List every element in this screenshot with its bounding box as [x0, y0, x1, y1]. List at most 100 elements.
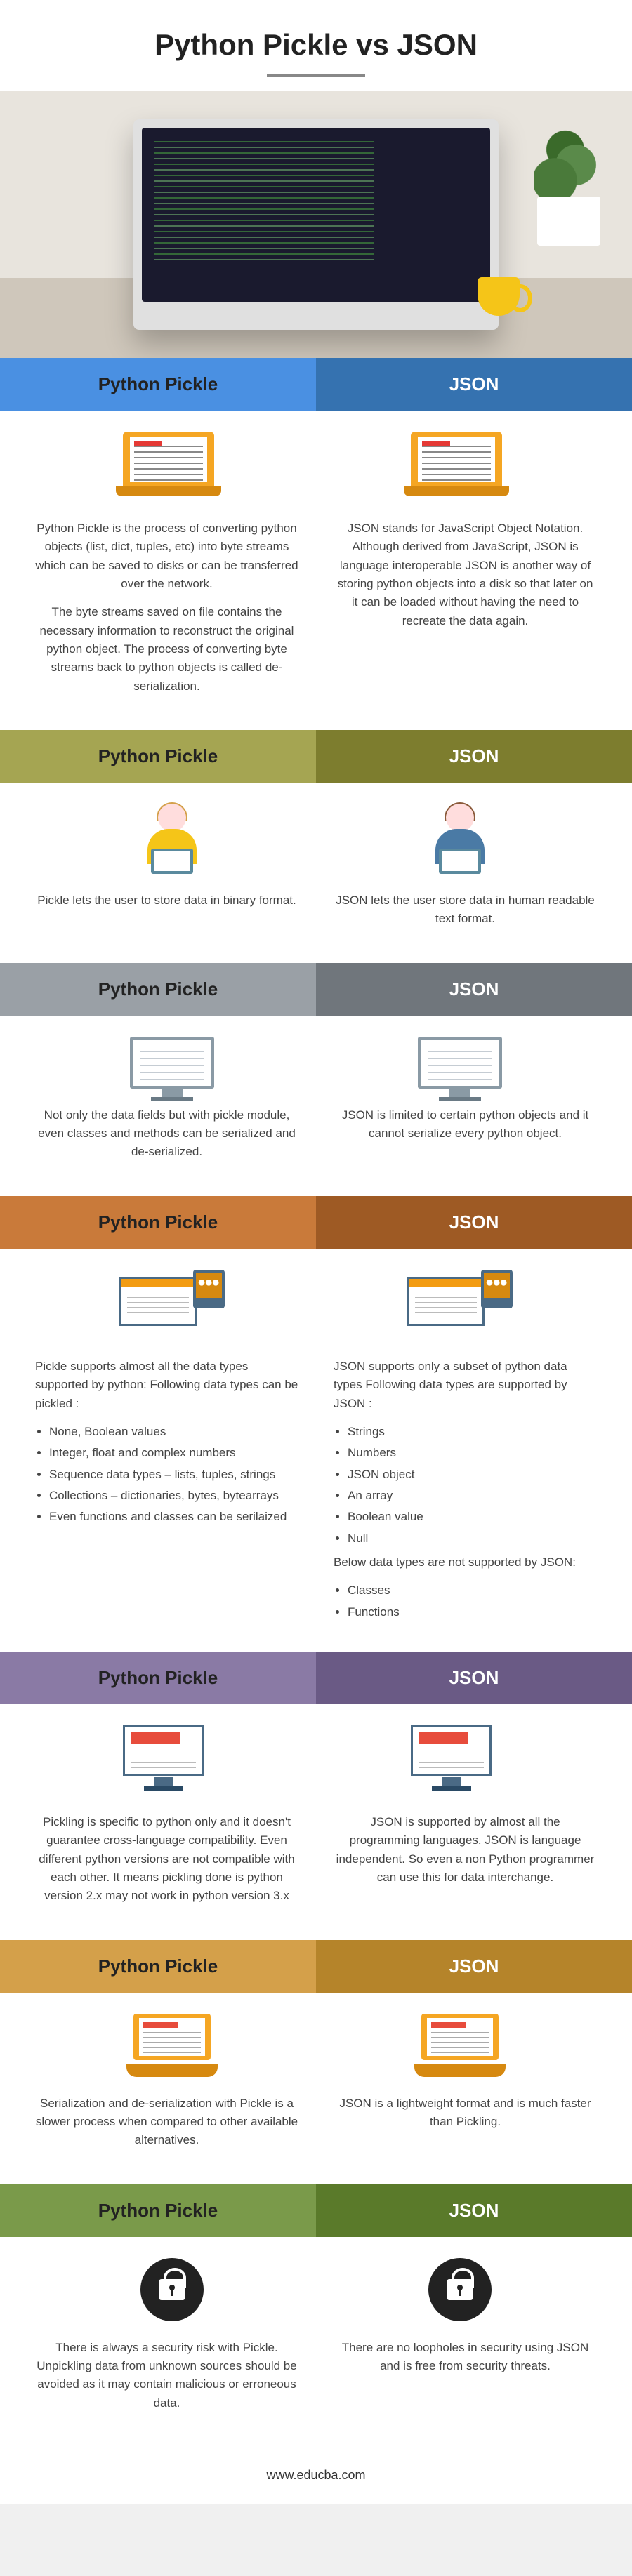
header-left: Python Pickle: [0, 963, 316, 1016]
para: JSON lets the user store data in human r…: [334, 891, 597, 929]
devices-icon: [407, 1270, 513, 1340]
lock-icon: [428, 2258, 492, 2321]
header-left: Python Pickle: [0, 730, 316, 783]
para: Python Pickle is the process of converti…: [35, 519, 298, 593]
list-item: Integer, float and complex numbers: [49, 1444, 298, 1462]
header-left: Python Pickle: [0, 358, 316, 411]
text-row-3: Not only the data fields but with pickle…: [0, 1099, 632, 1196]
monitor-icon: [123, 1725, 221, 1795]
text-right: JSON is supported by almost all the prog…: [334, 1813, 597, 1916]
infographic-container: Python Pickle vs JSON Python Pickle JSON…: [0, 0, 632, 2504]
para: There is always a security risk with Pic…: [35, 2339, 298, 2412]
monitor-icon: [130, 1037, 214, 1089]
list-item: An array: [348, 1487, 597, 1505]
section-header-7: Python Pickle JSON: [0, 2184, 632, 2237]
list-item: Collections – dictionaries, bytes, bytea…: [49, 1487, 298, 1505]
title-block: Python Pickle vs JSON: [0, 0, 632, 91]
header-right: JSON: [316, 2184, 632, 2237]
para: There are no loopholes in security using…: [334, 2339, 597, 2376]
icon-row-2: [0, 783, 632, 884]
person-icon: [140, 804, 204, 874]
header-right: JSON: [316, 730, 632, 783]
text-row-1: Python Pickle is the process of converti…: [0, 512, 632, 730]
header-right: JSON: [316, 963, 632, 1016]
plant-illustration: [534, 133, 604, 246]
laptop-icon: [126, 2014, 218, 2077]
list-item: Strings: [348, 1423, 597, 1441]
header-right: JSON: [316, 1652, 632, 1704]
text-row-4: Pickle supports almost all the data type…: [0, 1350, 632, 1652]
text-right: There are no loopholes in security using…: [334, 2339, 597, 2422]
header-left: Python Pickle: [0, 2184, 316, 2237]
list-item: None, Boolean values: [49, 1423, 298, 1441]
laptop-icon: [123, 432, 221, 502]
header-right: JSON: [316, 358, 632, 411]
section-header-3: Python Pickle JSON: [0, 963, 632, 1016]
monitor-icon: [418, 1037, 502, 1089]
cup-illustration: [478, 277, 520, 316]
list: Strings Numbers JSON object An array Boo…: [334, 1423, 597, 1548]
list-item: Boolean value: [348, 1508, 597, 1526]
list-item: Sequence data types – lists, tuples, str…: [49, 1466, 298, 1484]
list-item: Classes: [348, 1581, 597, 1600]
list-item: Even functions and classes can be serila…: [49, 1508, 298, 1526]
list-item: Numbers: [348, 1444, 597, 1462]
icon-row-4: [0, 1249, 632, 1350]
section-header-6: Python Pickle JSON: [0, 1940, 632, 1993]
devices-icon: [119, 1270, 225, 1340]
para: Pickle lets the user to store data in bi…: [35, 891, 298, 910]
para: JSON is supported by almost all the prog…: [334, 1813, 597, 1887]
icon-row-6: [0, 1993, 632, 2087]
text-row-7: There is always a security risk with Pic…: [0, 2332, 632, 2447]
para: Below data types are not supported by JS…: [334, 1553, 597, 1572]
text-row-6: Serialization and de-serialization with …: [0, 2087, 632, 2184]
para: JSON supports only a subset of python da…: [334, 1357, 597, 1413]
icon-row-3: [0, 1016, 632, 1099]
text-left: Python Pickle is the process of converti…: [35, 519, 298, 705]
para: JSON is limited to certain python object…: [334, 1106, 597, 1143]
monitor-icon: [411, 1725, 509, 1795]
text-left: Pickle lets the user to store data in bi…: [35, 891, 298, 938]
para: The byte streams saved on file contains …: [35, 603, 298, 696]
header-right: JSON: [316, 1196, 632, 1249]
person-icon: [428, 804, 492, 874]
laptop-illustration: [133, 119, 499, 330]
para: Not only the data fields but with pickle…: [35, 1106, 298, 1162]
laptop-icon: [411, 432, 509, 502]
laptop-icon: [414, 2014, 506, 2077]
text-left: Pickle supports almost all the data type…: [35, 1357, 298, 1627]
text-left: Pickling is specific to python only and …: [35, 1813, 298, 1916]
hero-image: [0, 91, 632, 358]
text-right: JSON is limited to certain python object…: [334, 1106, 597, 1171]
list: None, Boolean values Integer, float and …: [35, 1423, 298, 1527]
para: Pickle supports almost all the data type…: [35, 1357, 298, 1413]
section-header-1: Python Pickle JSON: [0, 358, 632, 411]
text-right: JSON is a lightweight format and is much…: [334, 2094, 597, 2160]
text-row-5: Pickling is specific to python only and …: [0, 1806, 632, 1940]
text-left: There is always a security risk with Pic…: [35, 2339, 298, 2422]
section-header-4: Python Pickle JSON: [0, 1196, 632, 1249]
section-header-5: Python Pickle JSON: [0, 1652, 632, 1704]
icon-row-5: [0, 1704, 632, 1806]
header-left: Python Pickle: [0, 1196, 316, 1249]
list-item: JSON object: [348, 1466, 597, 1484]
text-left: Not only the data fields but with pickle…: [35, 1106, 298, 1171]
icon-row-7: [0, 2237, 632, 2332]
header-right: JSON: [316, 1940, 632, 1993]
list: Classes Functions: [334, 1581, 597, 1621]
lock-icon: [140, 2258, 204, 2321]
list-item: Functions: [348, 1603, 597, 1621]
text-right: JSON lets the user store data in human r…: [334, 891, 597, 938]
header-left: Python Pickle: [0, 1652, 316, 1704]
text-row-2: Pickle lets the user to store data in bi…: [0, 884, 632, 963]
para: JSON stands for JavaScript Object Notati…: [334, 519, 597, 630]
text-right: JSON supports only a subset of python da…: [334, 1357, 597, 1627]
footer: www.educba.com: [0, 2447, 632, 2504]
title-underline: [267, 74, 365, 77]
page-title: Python Pickle vs JSON: [14, 28, 618, 62]
list-item: Null: [348, 1529, 597, 1548]
text-left: Serialization and de-serialization with …: [35, 2094, 298, 2160]
header-left: Python Pickle: [0, 1940, 316, 1993]
para: Pickling is specific to python only and …: [35, 1813, 298, 1906]
para: JSON is a lightweight format and is much…: [334, 2094, 597, 2132]
